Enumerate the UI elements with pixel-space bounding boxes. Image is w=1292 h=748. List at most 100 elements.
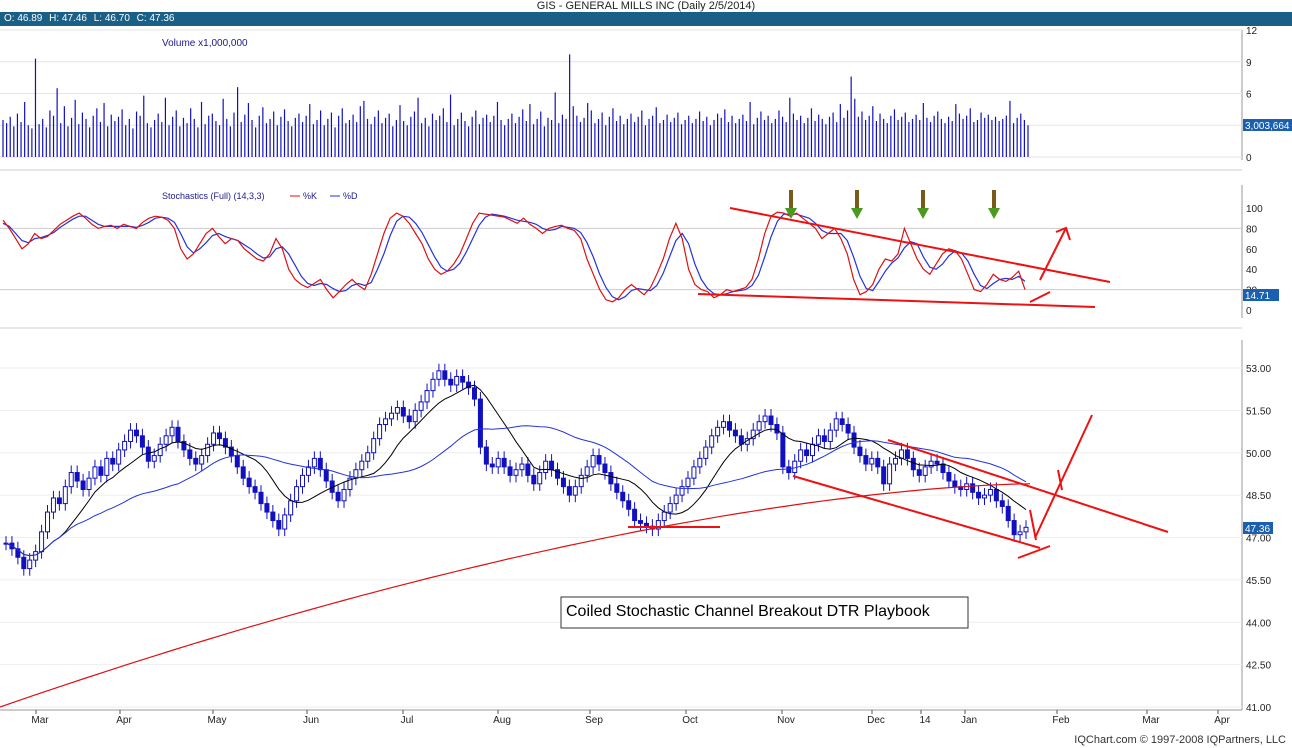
- price-candle-body: [578, 474, 584, 488]
- price-candle-body: [845, 424, 851, 434]
- price-candle-body: [436, 370, 442, 380]
- price-candle-body: [810, 443, 816, 457]
- price-candle-body: [412, 409, 418, 423]
- price-upper-trendline: [887, 439, 1169, 533]
- price-candle-body: [667, 503, 673, 513]
- x-tick-label: Mar: [31, 715, 49, 726]
- price-candle-body: [993, 488, 999, 502]
- price-candle-body: [264, 503, 270, 513]
- price-candle-body: [703, 446, 709, 459]
- price-candle-body: [359, 460, 365, 471]
- price-candle-body: [347, 477, 353, 490]
- price-candle-body: [234, 455, 240, 468]
- price-candle-body: [875, 457, 881, 468]
- price-candle-body: [661, 511, 667, 522]
- price-candle-body: [910, 457, 916, 471]
- price-candle-body: [323, 469, 329, 482]
- price-tick-label: 50.00: [1246, 449, 1271, 460]
- sma-short-line: [5, 384, 1027, 557]
- price-candle-body: [916, 469, 922, 476]
- price-candle-body: [252, 486, 258, 493]
- price-candle-body: [531, 474, 537, 485]
- ohlc-bar: O: 46.89 H: 47.46 L: 46.70 C: 47.36: [0, 12, 1292, 26]
- x-tick-label: Dec: [867, 715, 885, 726]
- price-candle-body: [151, 455, 157, 462]
- price-candle-body: [608, 472, 614, 485]
- price-candle-body: [300, 474, 306, 488]
- stochastics-arrow-tick: [1029, 291, 1051, 303]
- price-candle-body: [45, 511, 51, 533]
- down-arrow-icon: [785, 208, 797, 219]
- price-breakout-arrow: [1034, 414, 1093, 539]
- chart-title: GIS - GENERAL MILLS INC (Daily 2/5/2014): [536, 0, 756, 12]
- price-candle-body: [691, 466, 697, 479]
- price-candle-body: [62, 486, 68, 505]
- close-value: C: 47.36: [136, 13, 175, 24]
- price-candle-body: [519, 463, 525, 471]
- price-candle-body: [732, 429, 738, 437]
- price-candle-body: [98, 466, 104, 476]
- price-candle-body: [685, 477, 691, 488]
- legend-k-label: %K: [303, 191, 317, 201]
- price-tick-label: 51.50: [1246, 406, 1271, 417]
- price-candle-body: [750, 429, 756, 440]
- price-candle-body: [881, 466, 887, 485]
- price-candle-body: [74, 472, 80, 482]
- price-candle-body: [952, 480, 958, 488]
- price-candle-body: [448, 378, 454, 386]
- price-candle-body: [460, 375, 466, 383]
- price-candle-body: [211, 432, 217, 445]
- stochastics-upper-trendline: [729, 207, 1111, 283]
- price-candle-body: [276, 520, 282, 530]
- price-candle-body: [792, 460, 798, 474]
- volume-tick-label: 9: [1246, 58, 1252, 69]
- price-candle-body: [673, 494, 679, 505]
- price-candle-body: [1011, 520, 1017, 536]
- down-arrow-icon: [917, 208, 929, 219]
- x-tick-label: Jun: [303, 715, 319, 726]
- price-candle-body: [507, 466, 513, 476]
- price-candle-body: [1023, 526, 1029, 533]
- price-tick-label: 44.00: [1246, 618, 1271, 629]
- volume-title: Volume x1,000,000: [162, 38, 248, 49]
- x-tick-label: Nov: [777, 715, 795, 726]
- down-arrow-icon: [988, 208, 1000, 219]
- sma-long-line: [0, 483, 1031, 708]
- price-candle-body: [643, 522, 649, 527]
- stochastics-title: Stochastics (Full) (14,3,3): [162, 191, 265, 201]
- price-candle-body: [418, 401, 424, 411]
- price-candle-body: [804, 449, 810, 457]
- price-candle-body: [560, 477, 566, 488]
- price-candle-body: [199, 455, 205, 465]
- price-candle-body: [987, 488, 993, 496]
- price-candle-body: [15, 548, 21, 558]
- down-arrow-icon: [851, 208, 863, 219]
- price-candle-body: [181, 440, 187, 451]
- price-candle-body: [815, 435, 821, 445]
- x-tick-label: May: [208, 715, 227, 726]
- price-candle-body: [471, 387, 477, 400]
- price-candle-body: [169, 426, 175, 437]
- price-candle-body: [175, 426, 181, 442]
- title-bar: GIS - GENERAL MILLS INC (Daily 2/5/2014): [0, 0, 1292, 13]
- x-tick-label: Oct: [682, 715, 698, 726]
- price-candle-body: [887, 463, 893, 485]
- price-last-value: 47.36: [1245, 524, 1270, 535]
- price-candle-body: [590, 455, 596, 468]
- price-candle-body: [904, 449, 910, 459]
- price-candle-body: [839, 418, 845, 426]
- price-candle-body: [365, 452, 371, 462]
- stochastics-tick-label: 60: [1246, 245, 1258, 256]
- x-tick-label: Apr: [116, 715, 132, 726]
- volume-tick-label: 0: [1246, 153, 1252, 164]
- price-candle-body: [626, 500, 632, 510]
- price-candle-body: [294, 486, 300, 502]
- price-candle-body: [821, 435, 827, 442]
- stochastics-lower-trendline: [697, 293, 1096, 308]
- price-candle-body: [205, 443, 211, 457]
- price-candle-body: [68, 472, 74, 488]
- price-candle-body: [33, 551, 39, 561]
- price-tick-label: 48.50: [1246, 491, 1271, 502]
- price-candle-body: [56, 497, 62, 505]
- stochastics-d-line: [2, 213, 1026, 301]
